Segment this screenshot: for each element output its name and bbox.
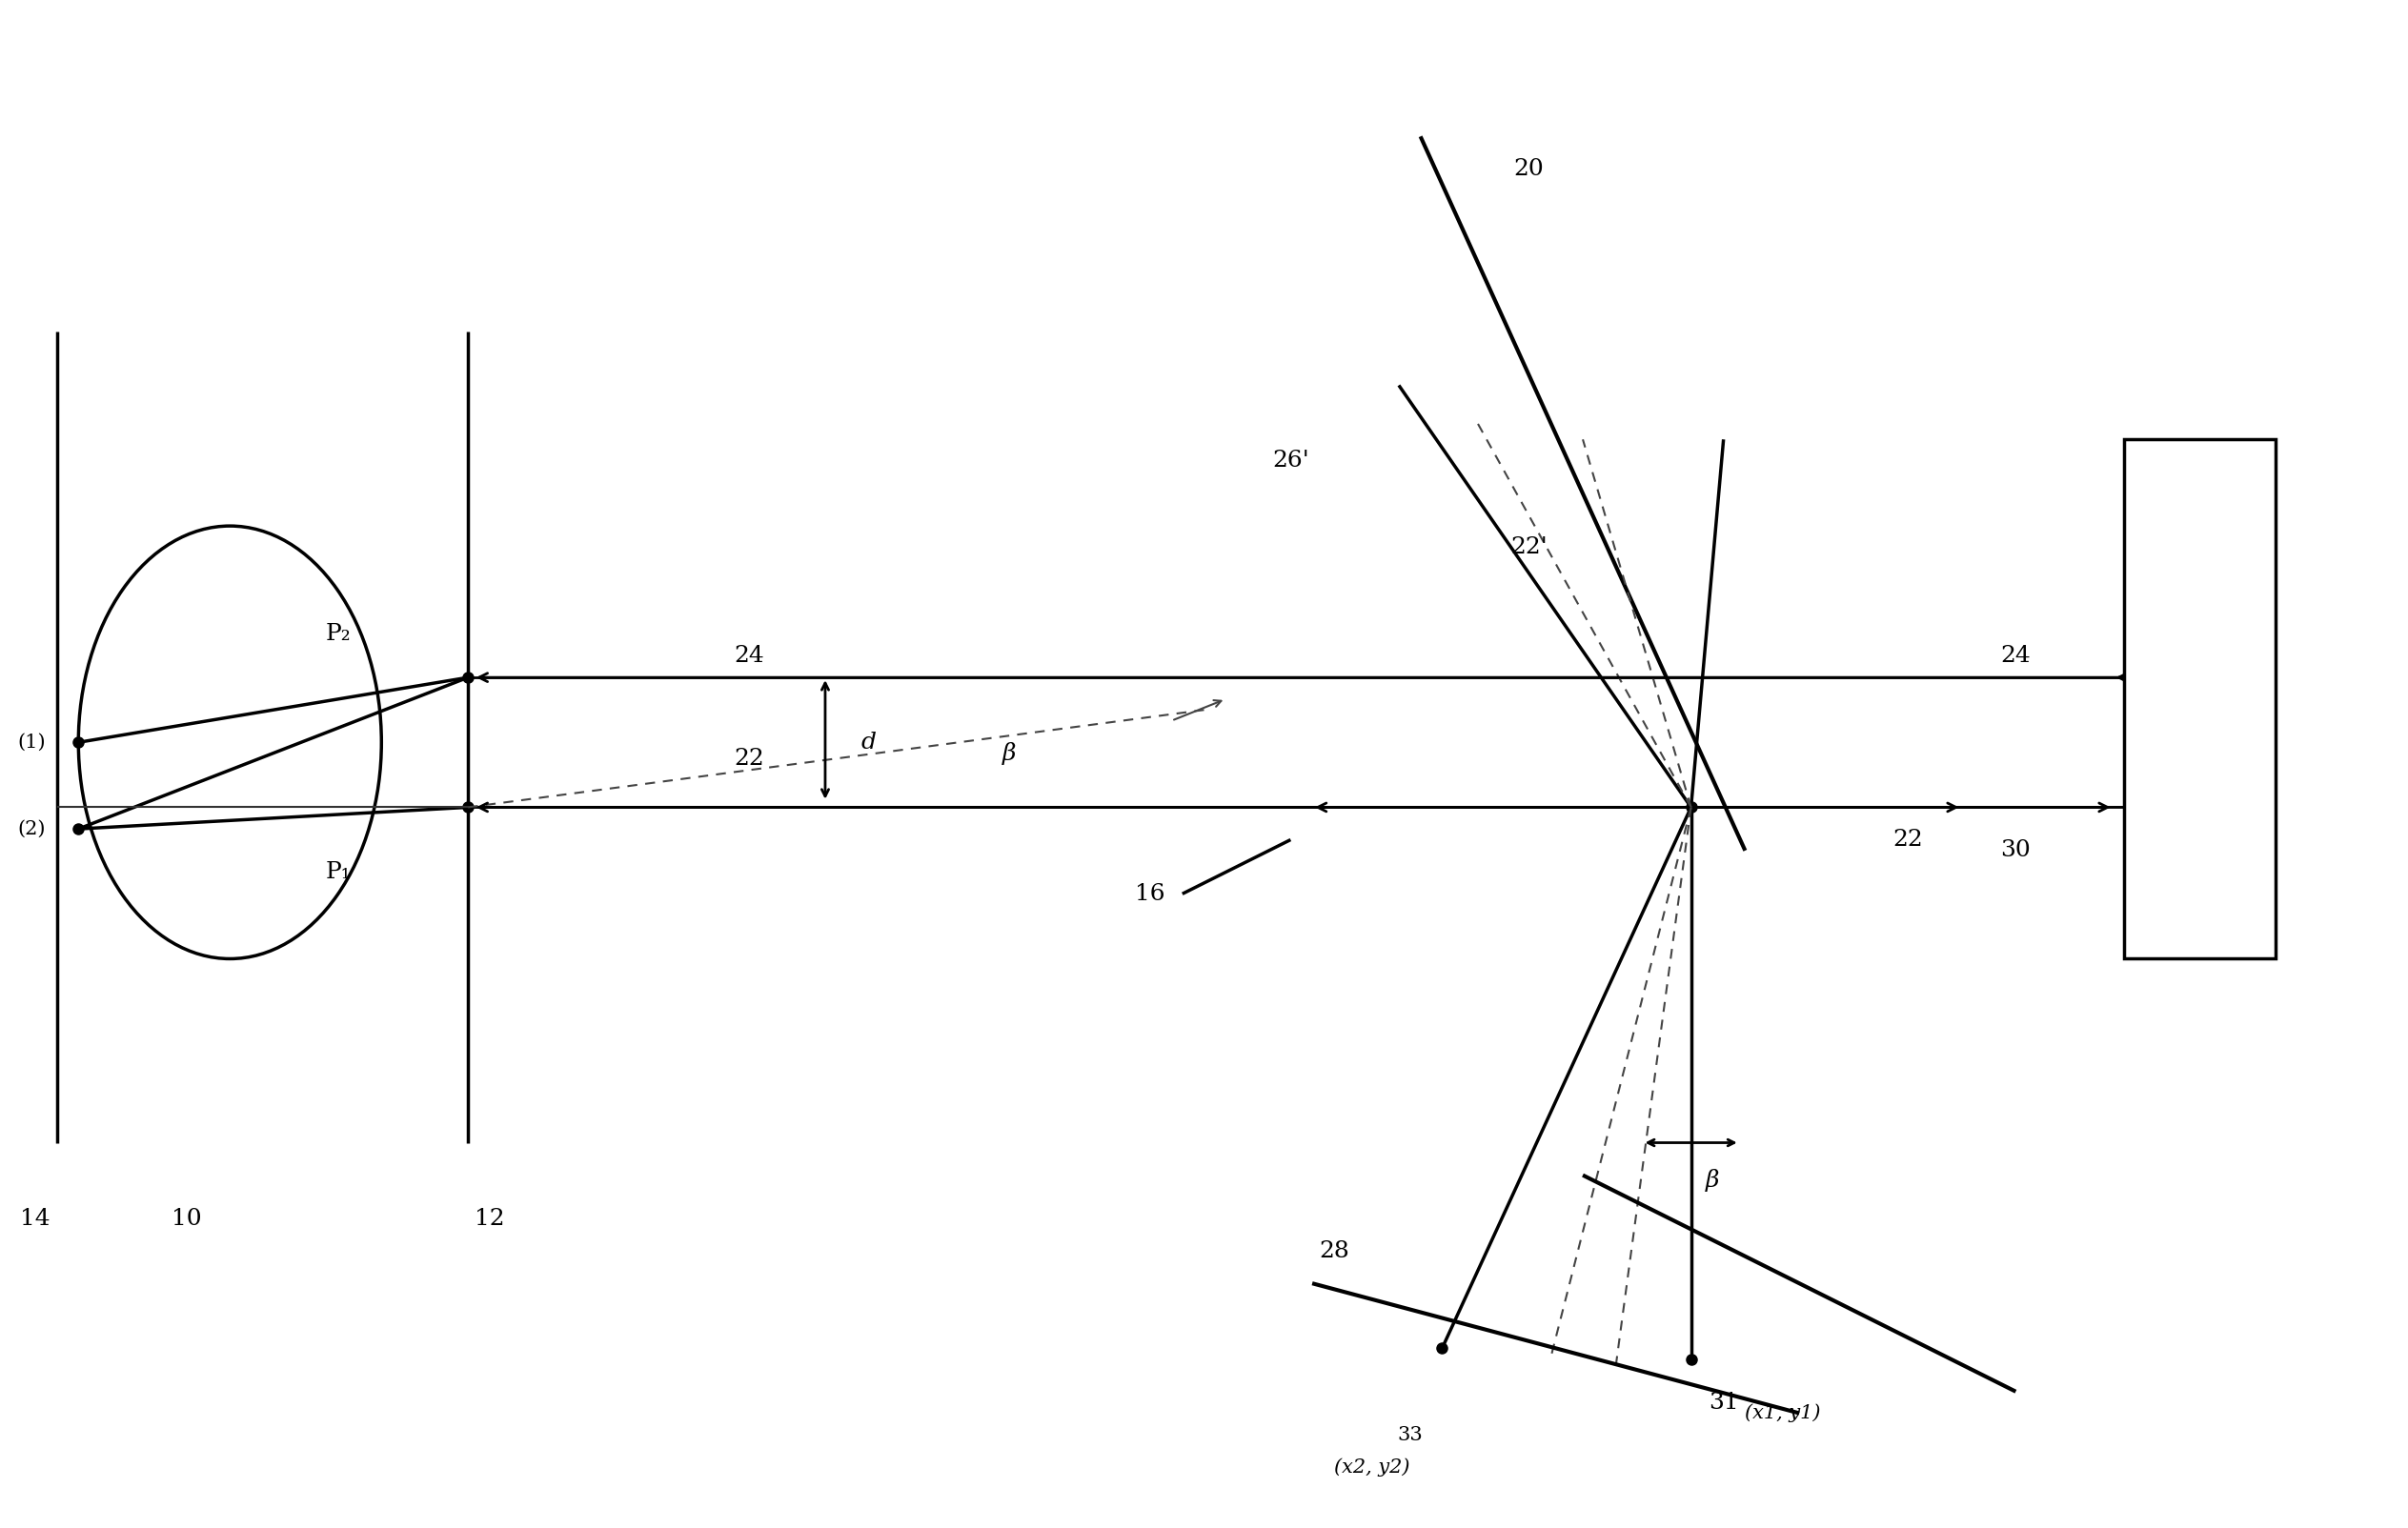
Text: 24: 24: [2001, 645, 2030, 666]
Text: 19: 19: [2184, 775, 2215, 796]
Text: d: d: [862, 732, 877, 753]
Text: 31: 31: [1707, 1392, 1739, 1413]
Text: 28: 28: [1320, 1239, 1348, 1262]
Text: β: β: [1705, 1169, 1719, 1192]
Text: 22: 22: [734, 747, 766, 770]
Text: (x1, y1): (x1, y1): [1746, 1404, 1820, 1423]
Text: 26': 26': [1271, 451, 1310, 472]
Bar: [2124, 440, 2276, 958]
Text: 30: 30: [2001, 839, 2030, 862]
Text: 33: 33: [1397, 1426, 1423, 1444]
Text: β: β: [1002, 741, 1016, 764]
Text: 18: 18: [2184, 623, 2215, 645]
Text: (2): (2): [17, 821, 46, 837]
Text: 22: 22: [1893, 828, 1922, 851]
Text: (x2, y2): (x2, y2): [1334, 1458, 1409, 1476]
Text: 10: 10: [171, 1207, 202, 1230]
Text: 20: 20: [1515, 157, 1544, 180]
Text: 16: 16: [1134, 883, 1165, 905]
Text: 22': 22': [1510, 536, 1548, 559]
Text: 12: 12: [474, 1207, 506, 1230]
Text: P₂: P₂: [325, 623, 352, 645]
Text: P₁: P₁: [325, 862, 352, 883]
Text: (1): (1): [17, 733, 46, 752]
Text: 14: 14: [19, 1207, 51, 1230]
Text: 24: 24: [734, 645, 766, 666]
